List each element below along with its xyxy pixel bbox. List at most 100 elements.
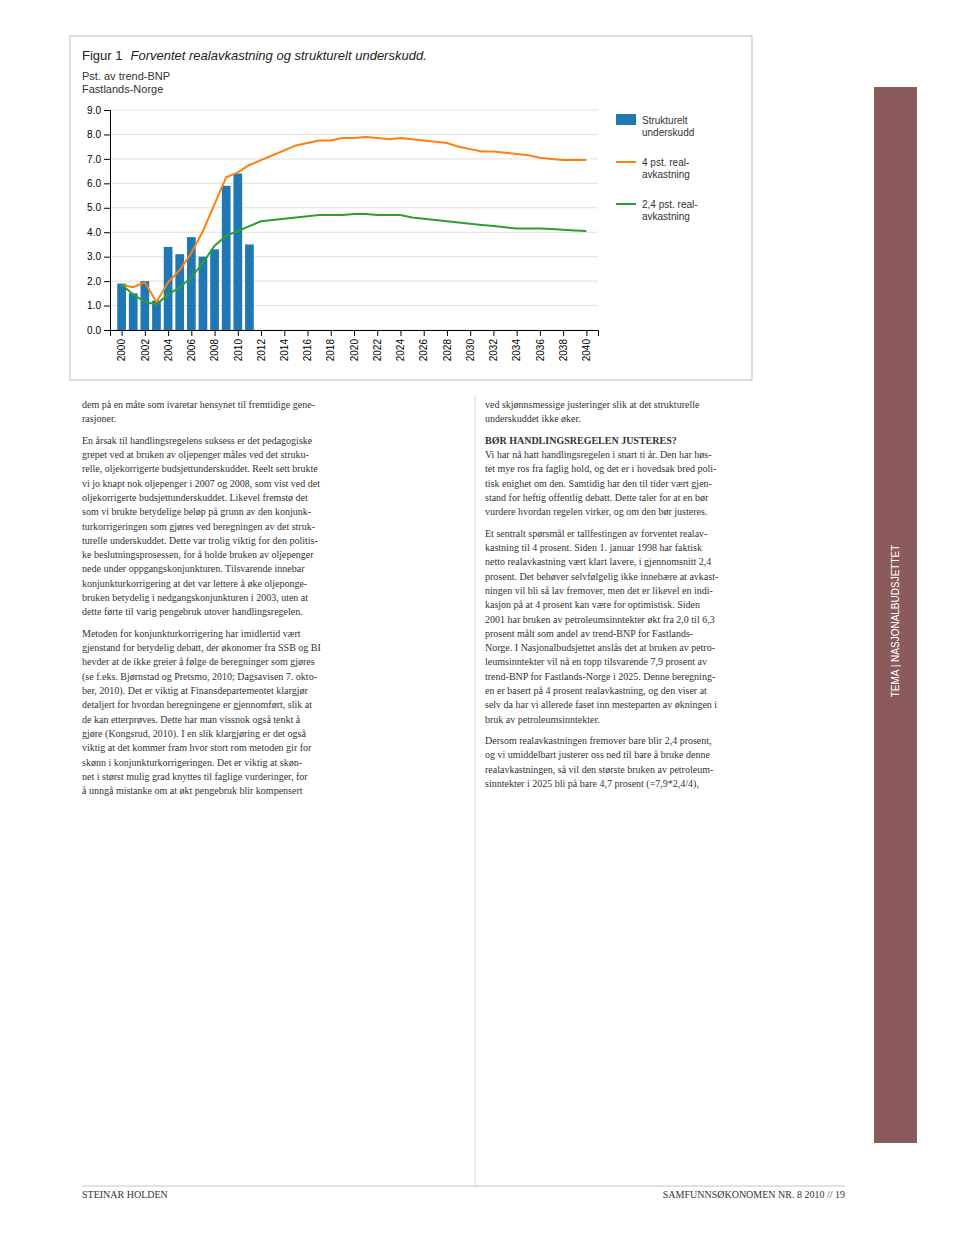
x-tick-label: 2038 [558, 339, 569, 362]
x-tick: 2020 [349, 330, 360, 361]
legend-label: 4 pst. real-avkastning [642, 157, 690, 180]
y-tick-mark [104, 330, 110, 331]
x-tick-label: 2026 [418, 339, 429, 362]
y-tick-mark [104, 110, 110, 111]
x-tick: 2040 [581, 330, 592, 361]
x-tick-label: 2036 [535, 339, 546, 362]
x-tick: 2024 [395, 330, 406, 361]
x-tick: 2038 [558, 330, 569, 361]
body-line: trend-BNP for Fastlands-Norge i 2025. De… [485, 671, 715, 682]
y-tick: 9.0 [87, 105, 110, 116]
body-line: og vi umiddelbart justerer oss ned til b… [485, 749, 710, 760]
grid-line [110, 232, 598, 233]
body-line: net i størst mulig grad knyttes til fagl… [82, 771, 308, 782]
body-line: oljekorrigerte budsjettunderskuddet. Lik… [82, 492, 308, 503]
x-tick-mark [563, 330, 564, 336]
x-tick: 2010 [233, 330, 244, 361]
body-line: Et sentralt spørsmål er tallfestingen av… [485, 528, 707, 539]
body-line: viktig at det kommer fram hvor stort rom… [82, 742, 312, 753]
body-line: netto realavkastning vært klart lavere, … [485, 556, 711, 567]
body-line: Dersom realavkastningen fremover bare bl… [485, 735, 712, 746]
x-tick-mark [261, 330, 262, 336]
body-line: En årsak til handlingsregelens suksess e… [82, 435, 313, 446]
y-tick-label: 7.0 [87, 154, 101, 165]
body-line: Metoden for konjunkturkorrigering har im… [82, 628, 301, 639]
y-tick: 6.0 [87, 178, 110, 189]
y-tick-mark [104, 208, 110, 209]
x-tick-mark [331, 330, 332, 336]
x-tick: 2036 [535, 330, 546, 361]
body-line: bruk av petroleumsinntekter. [485, 714, 600, 725]
y-tick: 3.0 [87, 251, 110, 262]
x-tick: 2016 [302, 330, 313, 361]
body-line: selv da har vi allerede faset inn mestep… [485, 699, 717, 710]
legend-item: 2,4 pst. real-avkastning [616, 199, 698, 222]
body-line: konjunkturkorrigering at det var lettere… [82, 578, 307, 589]
body-line: skønn i konjunkturkorrigeringen. Det er … [82, 757, 302, 768]
x-tick-mark [308, 330, 309, 336]
y-tick: 7.0 [87, 154, 110, 165]
x-tick: 2032 [488, 330, 499, 361]
body-line: underskuddet ikke øker. [485, 413, 581, 424]
legend-swatch [616, 161, 636, 163]
x-tick-mark [191, 330, 192, 336]
legend-swatch [616, 203, 636, 205]
y-tick: 4.0 [87, 227, 110, 238]
x-tick-label: 2016 [302, 339, 313, 362]
body-line: realavkastningen, så vil den største bru… [485, 764, 713, 775]
body-line: relle, oljekorrigerte budsjettunderskudd… [82, 463, 318, 474]
bar [210, 249, 219, 330]
x-tick-label: 2000 [116, 339, 127, 362]
body-line: tisk enighet om den. Samtidig har den ti… [485, 478, 712, 489]
y-tick-label: 3.0 [87, 251, 101, 262]
y-tick-label: 0.0 [87, 325, 101, 336]
x-tick: 2014 [279, 330, 290, 361]
y-tick-label: 2.0 [87, 276, 101, 287]
footer-right: SAMFUNNSØKONOMEN NR. 8 2010 // 19 [663, 1189, 845, 1200]
body-line: gjenstand for betydelig debatt, der økon… [82, 642, 321, 653]
x-axis-line [111, 331, 599, 337]
body-line: ved skjønnsmessige justeringer slik at d… [485, 399, 700, 410]
body-line: nede under oppgangskonjunkturen. Tilsvar… [82, 563, 305, 574]
body-line: kastning til 4 prosent. Siden 1. januar … [485, 542, 702, 553]
x-tick-mark [540, 330, 541, 336]
y-tick-mark [104, 232, 110, 233]
bar [245, 244, 254, 330]
x-tick-label: 2028 [442, 339, 453, 362]
x-tick-label: 2010 [233, 339, 244, 362]
column-divider [475, 395, 476, 1186]
y-tick: 0.0 [87, 325, 110, 336]
x-tick-mark [168, 330, 169, 336]
line [122, 214, 587, 304]
x-tick-label: 2030 [465, 339, 476, 362]
x-tick-label: 2040 [581, 339, 592, 362]
body-line: kasjon på at 4 prosent kan være for opti… [485, 599, 700, 610]
x-tick-mark [145, 330, 146, 336]
body-line: turkorrigeringen som gjøres ved beregnin… [82, 521, 315, 532]
body-line: sinntekter i 2025 bli på bare 4,7 prosen… [485, 778, 699, 790]
x-tick: 2006 [186, 330, 197, 361]
x-tick-label: 2012 [256, 339, 267, 362]
body-line: rasjoner. [82, 413, 116, 424]
x-tick-mark [447, 330, 448, 336]
x-tick-mark [238, 330, 239, 336]
bar [222, 186, 231, 330]
body-line: ningen vil bli så lav fremover, men det … [485, 585, 713, 596]
x-tick-mark [284, 330, 285, 336]
bar-series [117, 174, 254, 330]
x-tick-mark [377, 330, 378, 336]
body-line: de kan etterprøves. Dette har man vissno… [82, 714, 301, 725]
chart-title: Figur 1 [82, 48, 122, 63]
x-tick: 2000 [116, 330, 127, 361]
x-tick-label: 2014 [279, 339, 290, 362]
x-tick: 2018 [325, 330, 336, 361]
legend-swatch [616, 114, 636, 125]
y-axis-label: Fastlands-Norge [82, 83, 163, 95]
y-tick-label: 1.0 [87, 300, 101, 311]
grid-line [110, 158, 598, 159]
sidebar [874, 87, 917, 1143]
body-line: vi jo knapt nok oljepenger i 2007 og 200… [82, 478, 320, 489]
body-line: ke beslutningsprosessen, for å holde bru… [82, 549, 314, 560]
y-tick-label: 5.0 [87, 202, 101, 213]
bar [129, 293, 138, 330]
